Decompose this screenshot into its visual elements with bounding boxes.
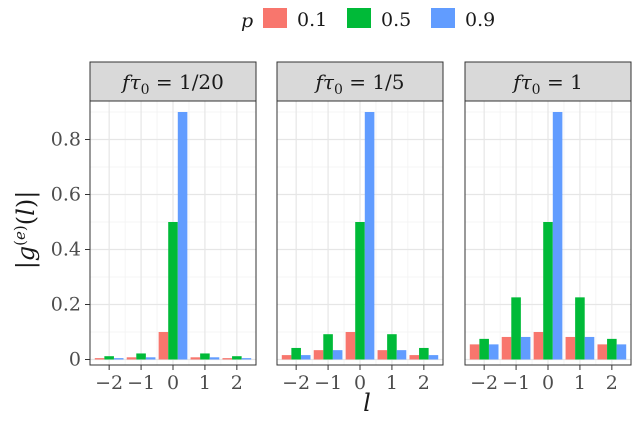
- bar: [232, 356, 242, 360]
- bar: [396, 350, 407, 360]
- bar: [364, 112, 375, 360]
- bar: [575, 297, 585, 360]
- bar: [313, 350, 324, 360]
- bar: [419, 347, 429, 360]
- bar: [168, 222, 178, 360]
- x-tick-label: 2: [418, 372, 430, 394]
- x-tick-label: −2: [95, 372, 123, 394]
- x-tick-label: 0: [542, 372, 554, 394]
- x-tick-label: 1: [386, 372, 398, 394]
- bar: [355, 222, 365, 360]
- bar: [543, 222, 553, 360]
- bar: [94, 358, 105, 360]
- bar: [323, 334, 333, 360]
- bar: [501, 336, 512, 360]
- bar: [345, 332, 356, 360]
- y-axis-label: |g(e)(l)|: [11, 191, 41, 270]
- panel-3: fτ0 = 1 −2 −1 0 1 2: [464, 61, 632, 394]
- x-tick-label: −1: [314, 372, 342, 394]
- x-axis-label: l: [363, 389, 371, 417]
- bar: [200, 353, 210, 360]
- y-tick-label: 0.2: [51, 294, 81, 316]
- x-tick-label: 1: [574, 372, 586, 394]
- legend: p 0.1 0.5 0.9: [241, 8, 495, 32]
- bar: [145, 357, 156, 360]
- x-tick-label: −2: [282, 372, 310, 394]
- bar: [104, 356, 114, 360]
- x-tick-label: −2: [470, 372, 498, 394]
- x-tick-label: 2: [606, 372, 618, 394]
- y-tick-label: 0: [69, 349, 81, 371]
- facet-strip: [89, 61, 257, 102]
- bar: [177, 112, 188, 360]
- legend-key-0.1: [263, 8, 287, 28]
- facet-strip-label: fτ0 = 1: [511, 70, 583, 98]
- bar: [616, 344, 627, 360]
- bar: [552, 112, 563, 360]
- x-tick-label: 0: [167, 372, 179, 394]
- bar: [409, 355, 420, 360]
- legend-label-0.9: 0.9: [465, 9, 495, 31]
- facet-strip: [464, 61, 632, 102]
- legend-key-0.9: [431, 8, 455, 28]
- bar: [533, 332, 544, 360]
- bar: [479, 338, 489, 360]
- y-tick-label: 0.4: [51, 239, 81, 261]
- y-axis: 0 0.2 0.4 0.6 0.8: [51, 129, 90, 371]
- bar: [126, 357, 137, 360]
- bar: [209, 357, 220, 360]
- x-tick-label: 0: [354, 372, 366, 394]
- bar: [520, 336, 531, 360]
- bar: [332, 350, 343, 360]
- bar: [597, 344, 608, 360]
- bar: [584, 336, 595, 360]
- bar: [387, 334, 397, 360]
- panel-1: fτ0 = 1/20 −2 −1 0 1 2: [89, 61, 257, 394]
- bar: [113, 358, 124, 360]
- x-tick-label: −1: [502, 372, 530, 394]
- bar: [300, 355, 311, 360]
- bar: [488, 344, 499, 360]
- panel-2: fτ0 = 1/5 −2 −1 0 1 2: [276, 61, 444, 394]
- legend-label-0.1: 0.1: [297, 9, 327, 31]
- facet-strip-label: fτ0 = 1/20: [120, 70, 224, 98]
- y-tick-label: 0.8: [51, 129, 81, 151]
- bar: [469, 344, 480, 360]
- bar: [565, 336, 576, 360]
- bar: [190, 357, 201, 360]
- bar: [428, 355, 439, 360]
- facet-strip-label: fτ0 = 1/5: [313, 70, 404, 98]
- bar: [291, 347, 301, 360]
- legend-label-0.5: 0.5: [381, 9, 411, 31]
- x-tick-label: 2: [231, 372, 243, 394]
- y-tick-label: 0.6: [51, 184, 81, 206]
- bar: [136, 353, 146, 360]
- legend-key-0.5: [347, 8, 371, 28]
- x-tick-label: 1: [199, 372, 211, 394]
- legend-title: p: [241, 10, 253, 32]
- bar: [241, 358, 252, 360]
- x-tick-label: −1: [127, 372, 155, 394]
- bar: [281, 355, 292, 360]
- facet-strip: [276, 61, 444, 102]
- bar: [607, 338, 617, 360]
- bar: [222, 358, 233, 360]
- bar: [377, 350, 388, 360]
- bar: [511, 297, 521, 360]
- bar: [158, 332, 169, 360]
